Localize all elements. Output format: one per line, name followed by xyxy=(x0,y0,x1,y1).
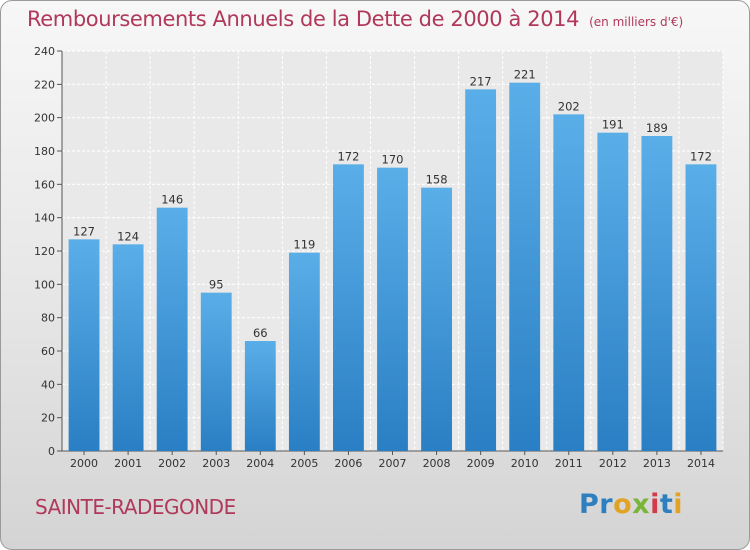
y-tick-label: 180 xyxy=(34,145,55,158)
bar xyxy=(112,244,144,451)
x-tick-label: 2004 xyxy=(246,457,274,470)
y-tick-label: 240 xyxy=(34,45,55,58)
data-label: 172 xyxy=(690,149,712,163)
bar xyxy=(68,239,100,451)
x-tick-label: 2001 xyxy=(114,457,142,470)
data-label: 158 xyxy=(426,173,448,187)
x-tick-label: 2014 xyxy=(687,457,715,470)
x-tick-label: 2011 xyxy=(555,457,583,470)
bar xyxy=(685,164,717,452)
y-tick-label: 20 xyxy=(41,412,55,425)
bar xyxy=(597,132,629,451)
x-tick-label: 2002 xyxy=(158,457,186,470)
place-name: SAINTE-RADEGONDE xyxy=(35,495,236,519)
x-tick-label: 2005 xyxy=(290,457,318,470)
bar xyxy=(200,292,232,451)
x-tick-label: 2007 xyxy=(379,457,407,470)
data-label: 221 xyxy=(514,68,536,82)
x-tick-label: 2009 xyxy=(467,457,495,470)
data-label: 202 xyxy=(558,99,580,113)
bar xyxy=(641,136,673,451)
x-tick-label: 2000 xyxy=(70,457,98,470)
bar xyxy=(553,114,585,451)
data-label: 170 xyxy=(382,153,404,167)
data-label: 172 xyxy=(337,149,359,163)
data-label: 127 xyxy=(73,224,95,238)
y-tick-label: 80 xyxy=(41,312,55,325)
logo-part: i xyxy=(650,489,660,520)
y-tick-label: 0 xyxy=(48,445,55,458)
y-tick-label: 160 xyxy=(34,178,55,191)
bar xyxy=(465,89,497,451)
data-label: 146 xyxy=(161,193,183,207)
x-tick-label: 2003 xyxy=(202,457,230,470)
y-tick-label: 40 xyxy=(41,378,55,391)
y-tick-label: 200 xyxy=(34,112,55,125)
y-tick-label: 220 xyxy=(34,78,55,91)
data-labels: 127 124 146 95 66 119 172 170 158 217 221 202 191 189… xyxy=(73,68,712,340)
x-tick-label: 2006 xyxy=(334,457,362,470)
proxiti-logo: Proxiti xyxy=(579,489,683,520)
logo-part: Pr xyxy=(579,489,614,520)
logo-part: o xyxy=(613,489,633,520)
bar xyxy=(509,82,541,452)
bars xyxy=(68,82,717,452)
x-tick-label: 2010 xyxy=(511,457,539,470)
x-tick-label: 2012 xyxy=(599,457,627,470)
bar xyxy=(377,167,408,451)
y-tick-label: 60 xyxy=(41,345,55,358)
y-tick-label: 140 xyxy=(34,212,55,225)
bar xyxy=(156,207,188,451)
chart-title-text: Remboursements Annuels de la Dette de 20… xyxy=(27,7,580,31)
data-label: 119 xyxy=(293,238,315,252)
x-tick-label: 2013 xyxy=(643,457,671,470)
logo-part: x xyxy=(632,489,651,520)
data-label: 217 xyxy=(470,74,492,88)
logo-part: t xyxy=(659,489,674,520)
bar xyxy=(244,341,276,451)
data-label: 95 xyxy=(209,278,224,292)
bar xyxy=(288,252,320,451)
logo-part: i xyxy=(673,489,684,520)
axes: 0 20 40 60 80 100 120 140 160 180 200 220 240 2000 200… xyxy=(34,45,723,470)
y-tick-label: 100 xyxy=(34,278,55,291)
data-label: 124 xyxy=(117,229,139,243)
x-tick-label: 2008 xyxy=(423,457,451,470)
y-tick-label: 120 xyxy=(34,245,55,258)
data-label: 189 xyxy=(646,121,668,135)
unit-note: (en milliers d'€) xyxy=(589,15,684,29)
data-label: 66 xyxy=(253,326,268,340)
data-label: 191 xyxy=(602,118,624,132)
bar xyxy=(421,187,452,451)
bar xyxy=(333,164,364,452)
chart-title: Remboursements Annuels de la Dette de 20… xyxy=(27,7,683,31)
